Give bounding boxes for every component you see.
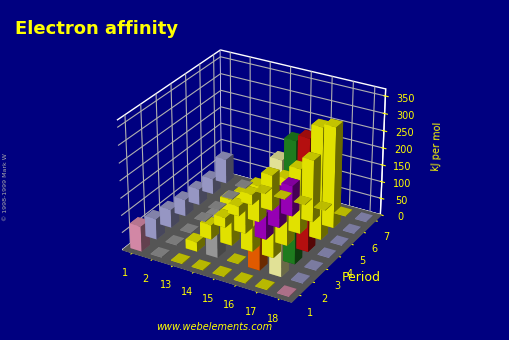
Text: www.webelements.com: www.webelements.com [156,322,272,332]
Text: Electron affinity: Electron affinity [15,20,178,38]
Text: © 1998-1999 Mark W: © 1998-1999 Mark W [3,153,8,221]
